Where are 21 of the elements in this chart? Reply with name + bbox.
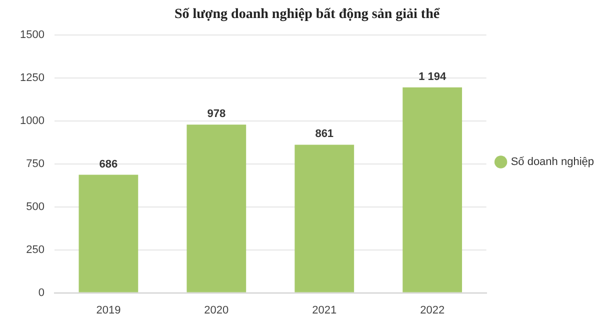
x-tick-label: 2022 [420,304,445,316]
y-tick-label: 1000 [20,114,44,127]
y-tick-label: 750 [26,158,44,170]
y-tick-label: 1500 [20,28,44,41]
chart-title: Số lượng doanh nghiệp bất động sản giải thể [174,7,440,22]
bar [78,174,138,292]
bar [294,144,354,292]
data-label: 978 [207,108,226,120]
data-label: 1 194 [418,70,447,83]
x-tick-label: 2019 [96,304,121,316]
x-tick-label: 2021 [312,304,337,316]
y-tick-label: 0 [38,286,44,299]
data-label: 861 [315,128,334,140]
legend-label: Số doanh nghiệp [510,156,594,168]
y-tick-label: 250 [26,244,44,256]
bar [402,87,462,292]
x-tick-label: 2020 [204,304,229,316]
data-label: 686 [99,158,118,170]
y-tick-label: 1250 [20,72,44,84]
y-tick-label: 500 [26,200,44,213]
bar [186,124,246,292]
